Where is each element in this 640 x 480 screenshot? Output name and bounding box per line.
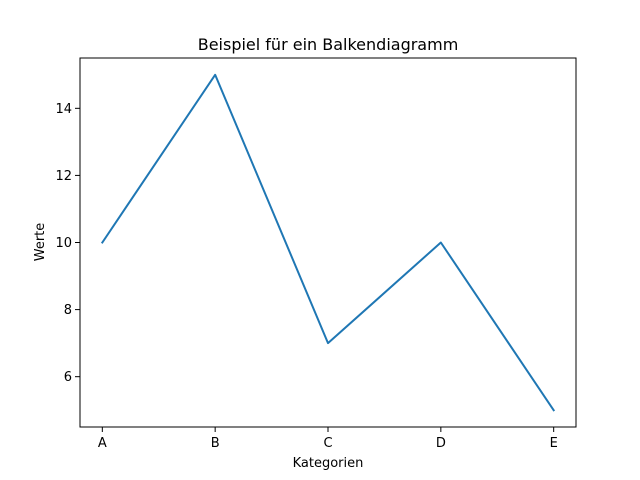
x-tick-label: E — [550, 436, 558, 451]
x-tick-label: A — [98, 436, 107, 451]
x-tick-label: C — [323, 436, 332, 451]
y-tick-label: 6 — [64, 370, 72, 385]
x-axis-label: Kategorien — [293, 456, 364, 471]
series-line — [100, 73, 556, 412]
y-axis-label: Werte — [33, 223, 48, 262]
x-axis-ticks: A B C D E — [98, 427, 558, 451]
y-tick-label: 10 — [55, 236, 72, 251]
y-axis-ticks: 6 8 10 12 14 — [55, 102, 80, 385]
plot-frame — [79, 57, 577, 428]
y-tick-label: 14 — [55, 102, 72, 117]
y-tick-label: 12 — [55, 169, 72, 184]
plot-area: 6 8 10 12 14 A B C D E — [55, 57, 577, 451]
y-tick-label: 8 — [64, 303, 72, 318]
x-tick-label: B — [211, 436, 220, 451]
chart-title: Beispiel für ein Balkendiagramm — [198, 35, 459, 54]
x-tick-label: D — [436, 436, 446, 451]
